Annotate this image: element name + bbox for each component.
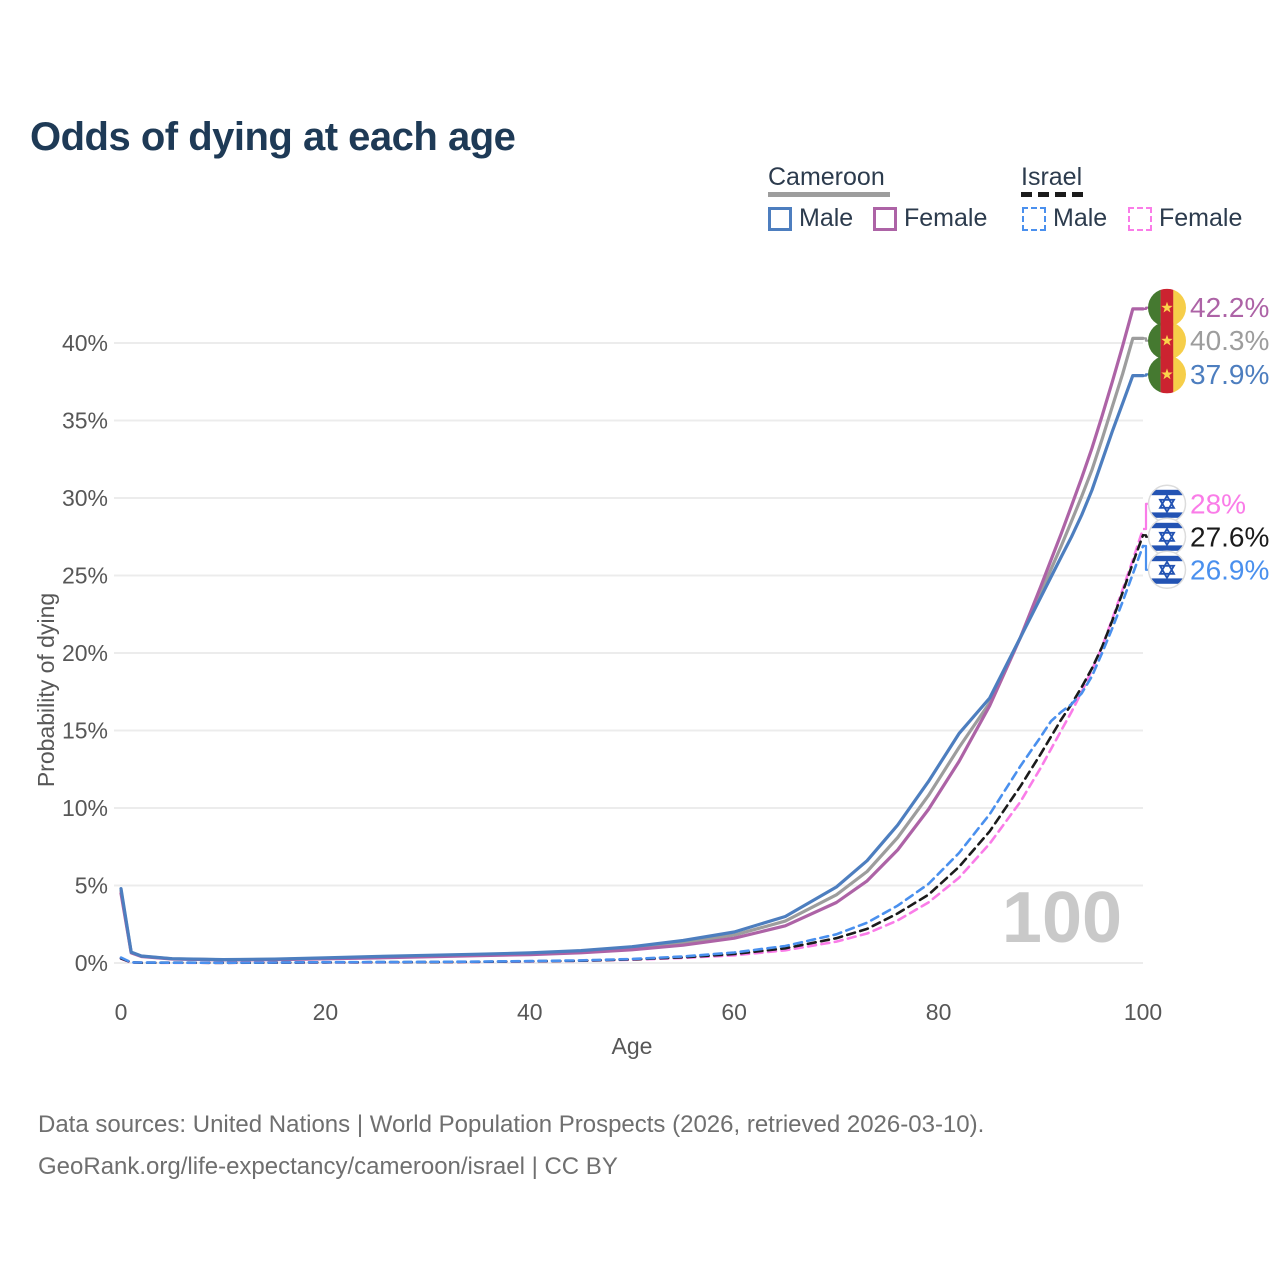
cameroon-flag-icon (1148, 355, 1186, 394)
y-tick-label: 0% (75, 950, 108, 976)
cameroon-line-style-swatch (768, 192, 890, 197)
star-of-david-icon (1158, 559, 1176, 575)
y-tick-label: 40% (62, 330, 108, 356)
flag-cameroon (1148, 288, 1186, 327)
star-icon (1161, 301, 1173, 313)
footer: Data sources: United Nations | World Pop… (38, 1104, 984, 1188)
flag-israel (1147, 517, 1187, 557)
x-tick-label: 20 (313, 999, 339, 1025)
line-israel-male[interactable] (119, 544, 1145, 965)
x-axis-title: Age (612, 1033, 653, 1059)
legend-label: Male (799, 204, 854, 232)
legend-item-cameroon-male[interactable]: Male (768, 204, 853, 233)
legend-label: Female (1159, 204, 1243, 232)
line-cameroon-female[interactable] (119, 307, 1145, 962)
legend-item-cameroon-female[interactable]: Female (873, 204, 987, 233)
x-tick-label: 40 (517, 999, 543, 1025)
legend-country-cameroon: Cameroon (768, 163, 885, 191)
x-tick-label: 100 (1124, 999, 1162, 1025)
cameroon-flag-icon (1148, 321, 1186, 360)
line-cameroon-male[interactable] (119, 374, 1145, 962)
page-title: Odds of dying at each age (30, 114, 516, 159)
line-israel-female[interactable] (119, 527, 1145, 965)
star-icon (1161, 368, 1173, 380)
cameroon-female-swatch-icon (873, 206, 897, 231)
end-value-label: 26.9% (1190, 554, 1269, 585)
x-tick-label: 60 (721, 999, 747, 1025)
end-value-label: 28% (1190, 488, 1246, 519)
attribution-link-text: GeoRank.org/life-expectancy/cameroon/isr… (38, 1153, 618, 1180)
y-tick-label: 5% (75, 873, 108, 899)
age-watermark: 100 (1002, 878, 1122, 958)
end-value-label: 37.9% (1190, 359, 1269, 390)
y-tick-label: 35% (62, 408, 108, 434)
x-tick-label: 0 (115, 999, 128, 1025)
legend-item-israel-female[interactable]: Female (1128, 204, 1242, 233)
end-value-label: 42.2% (1190, 292, 1269, 323)
legend-label: Female (904, 204, 988, 232)
flag-israel (1147, 484, 1187, 524)
legend-item-israel-male[interactable]: Male (1022, 204, 1107, 233)
legend-label: Male (1053, 204, 1108, 232)
y-tick-label: 25% (62, 563, 108, 589)
line-cameroon-both[interactable] (119, 336, 1145, 962)
chart-legend: Cameroon Israel Male Female Male Female (0, 0, 1280, 250)
y-tick-label: 15% (62, 718, 108, 744)
cameroon-male-swatch-icon (768, 206, 792, 231)
legend-country-israel: Israel (1021, 163, 1083, 191)
line-israel-both[interactable] (119, 533, 1145, 965)
star-of-david-icon (1158, 493, 1176, 509)
cameroon-flag-icon (1148, 288, 1186, 327)
x-tick-label: 80 (926, 999, 952, 1025)
star-icon (1161, 334, 1173, 346)
israel-male-swatch-icon (1022, 206, 1046, 231)
y-tick-label: 20% (62, 640, 108, 666)
y-axis-title: Probability of dying (33, 593, 59, 787)
end-value-label: 40.3% (1190, 325, 1269, 356)
y-tick-label: 30% (62, 485, 108, 511)
y-tick-label: 10% (62, 795, 108, 821)
israel-line-style-swatch (1021, 192, 1087, 197)
end-value-label: 27.6% (1190, 521, 1269, 552)
flag-israel (1147, 550, 1187, 590)
israel-female-swatch-icon (1128, 206, 1152, 231)
flag-cameroon (1148, 321, 1186, 360)
star-of-david-icon (1158, 526, 1176, 542)
flag-cameroon (1148, 355, 1186, 394)
data-sources-text: Data sources: United Nations | World Pop… (38, 1111, 985, 1138)
